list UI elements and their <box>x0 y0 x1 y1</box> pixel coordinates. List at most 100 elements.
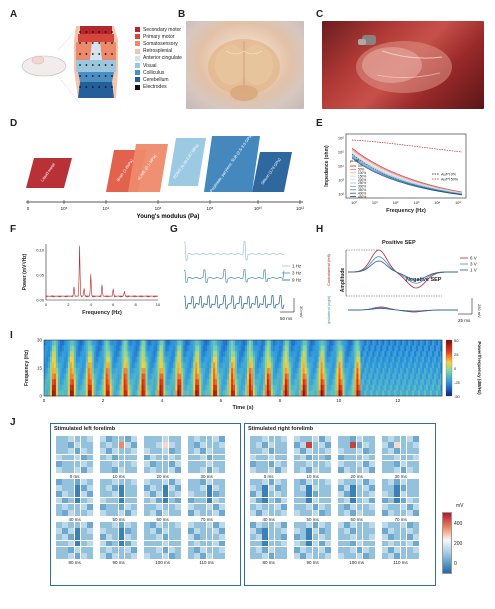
i-cell <box>266 390 270 397</box>
j-cell <box>206 534 213 541</box>
i-cell <box>262 356 266 363</box>
a-legend-swatch <box>135 77 140 83</box>
i-cell <box>336 345 339 352</box>
i-cell <box>322 356 325 363</box>
j-cell <box>294 528 300 534</box>
i-cell <box>163 390 166 397</box>
j-cell <box>400 460 407 467</box>
j-cell <box>156 467 163 473</box>
j-cell <box>281 510 287 516</box>
i-cell <box>97 390 101 397</box>
j-cell <box>212 503 219 510</box>
i-cell <box>95 390 99 397</box>
i-cell <box>109 340 112 346</box>
i-cell <box>308 356 311 363</box>
i-cell <box>67 345 71 352</box>
i-cell <box>342 351 345 358</box>
i-cell <box>372 362 375 369</box>
i-cell <box>302 356 305 363</box>
i-cell <box>85 351 89 358</box>
j-cell <box>256 497 262 504</box>
i-cell <box>133 345 136 352</box>
i-cell <box>374 351 377 358</box>
j-cell <box>162 528 169 534</box>
j-time-label: 90 ms <box>306 560 319 566</box>
i-cell <box>199 356 202 363</box>
i-cell <box>109 345 112 352</box>
j-cell <box>369 497 375 504</box>
i-cell <box>75 379 79 386</box>
j-cell <box>206 553 213 559</box>
i-cell <box>296 373 300 380</box>
i-cell <box>65 345 69 352</box>
j-cell <box>350 442 357 448</box>
i-cell <box>366 368 369 374</box>
j-cell <box>150 467 156 473</box>
j-cell <box>206 485 213 491</box>
i-cell <box>63 362 67 369</box>
e-legend-label: 100% <box>358 171 366 175</box>
j-cell <box>68 448 75 455</box>
j-cell <box>294 497 300 504</box>
panel-label-b: B <box>178 9 186 20</box>
i-cell <box>288 368 292 374</box>
i-cell <box>233 384 236 391</box>
i-cell <box>248 368 252 374</box>
e-xtick: 10⁴ <box>434 200 440 205</box>
j-time-label: 30 ms <box>394 474 407 480</box>
i-cell <box>53 345 57 352</box>
i-cell <box>159 379 162 386</box>
i-cell <box>324 368 327 374</box>
i-cell <box>121 368 124 374</box>
i-cell <box>406 340 409 346</box>
j-cell <box>300 448 306 455</box>
i-cell <box>292 362 296 369</box>
i-cell <box>167 340 170 346</box>
i-cell <box>436 384 439 391</box>
j-cell <box>350 436 357 442</box>
i-cell <box>227 362 230 369</box>
j-cell <box>56 534 62 541</box>
i-cell <box>155 379 158 386</box>
i-cell <box>47 356 51 363</box>
i-cell <box>197 384 200 391</box>
j-cell <box>212 448 219 455</box>
i-cell <box>213 345 216 352</box>
i-cell <box>143 390 146 397</box>
j-cell <box>325 460 331 467</box>
i-cell <box>248 356 252 363</box>
i-cell <box>61 379 65 386</box>
i-cell <box>272 379 276 386</box>
i-cell <box>248 362 252 369</box>
i-cell <box>179 373 182 380</box>
i-cell <box>225 384 228 391</box>
i-cell <box>59 373 63 380</box>
i-cell <box>209 362 212 369</box>
i-cell <box>155 384 158 391</box>
i-cell <box>250 373 254 380</box>
g-legend-label: 3 Hz <box>292 271 302 276</box>
i-cell <box>366 351 369 358</box>
i-cell <box>83 384 87 391</box>
i-cell <box>316 345 319 352</box>
i-cell <box>380 379 383 386</box>
j-cell <box>400 510 407 516</box>
j-cell <box>400 485 407 491</box>
j-cell <box>74 534 81 541</box>
i-cell <box>420 373 423 380</box>
i-cell <box>244 368 248 374</box>
i-cell <box>386 384 389 391</box>
i-cell <box>374 345 377 352</box>
j-cell <box>306 467 313 473</box>
j-cell <box>156 522 163 528</box>
j-cbar-tick-0: 0 <box>454 561 457 567</box>
i-cell <box>173 368 176 374</box>
j-cell <box>200 491 207 498</box>
j-cell <box>219 553 225 559</box>
j-cell <box>318 485 325 491</box>
j-cell <box>356 497 363 504</box>
j-cell <box>338 534 344 541</box>
i-cell <box>320 373 323 380</box>
j-time-label: 10 ms <box>112 474 125 480</box>
i-cell <box>318 368 321 374</box>
